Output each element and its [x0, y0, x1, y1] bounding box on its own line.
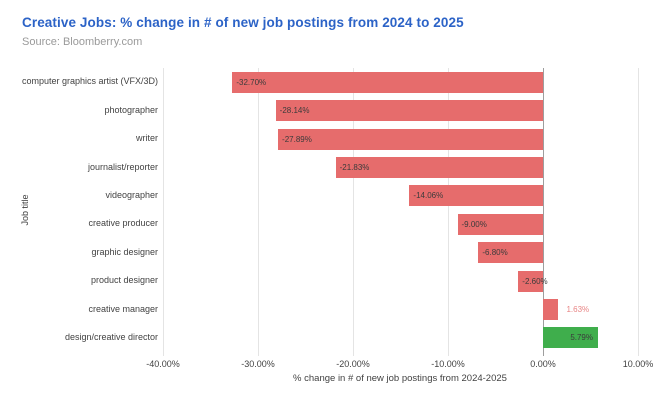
category-label: creative producer	[88, 218, 158, 229]
gridline	[352, 68, 354, 356]
bar-value-label: -21.83%	[339, 162, 370, 172]
bar	[478, 242, 543, 264]
bar	[409, 185, 543, 207]
bar-value-label: 5.79%	[570, 333, 593, 343]
bar	[232, 71, 543, 93]
category-label: photographer	[104, 104, 158, 115]
x-tick-label: -30.00%	[241, 359, 275, 369]
bar	[543, 327, 598, 349]
bar-value-label: -6.80%	[482, 248, 508, 258]
category-label: writer	[136, 133, 158, 144]
bar-value-label: -9.00%	[461, 219, 487, 229]
bar	[518, 270, 543, 292]
bar	[457, 213, 543, 235]
bar-value-label: -28.14%	[279, 106, 310, 116]
x-tick-label: -10.00%	[431, 359, 465, 369]
bar-value-label: -2.60%	[522, 276, 548, 286]
source-text: Source: Bloomberry.com	[22, 36, 143, 48]
bar	[278, 128, 543, 150]
category-label: computer graphics artist (VFX/3D)	[21, 76, 158, 87]
plot-area: -40.00% -30.00% -20.00% -10.00% 0.00% 10.00% -…	[146, 68, 653, 369]
category-axis: computer graphics artist (VFX/3D) photogr…	[14, 68, 158, 352]
x-tick-label: 0.00%	[530, 359, 556, 369]
gridline	[162, 68, 164, 356]
bar-value-label: -27.89%	[282, 134, 312, 144]
x-axis-title: % change in # of new job postings from 2…	[293, 373, 507, 384]
zero-axis-line	[542, 68, 544, 356]
bar	[335, 156, 543, 178]
x-tick-label: -20.00%	[336, 359, 370, 369]
category-label: product designer	[90, 275, 158, 286]
bar	[275, 100, 543, 122]
x-tick-label: -40.00%	[146, 359, 180, 369]
gridline	[257, 68, 259, 356]
x-tick-label: 10.00%	[622, 359, 654, 369]
category-label: graphic designer	[91, 246, 158, 257]
bar	[543, 298, 559, 320]
gridline	[637, 68, 639, 356]
category-label: design/creative director	[64, 331, 158, 342]
category-label: videographer	[105, 189, 158, 200]
bar-value-label: 1.63%	[566, 304, 590, 314]
category-label: journalist/reporter	[87, 161, 158, 172]
bar-value-label: -32.70%	[236, 77, 267, 87]
gridline	[447, 68, 449, 356]
category-label: creative manager	[88, 303, 158, 314]
page-title: Creative Jobs: % change in # of new job …	[22, 15, 464, 30]
bar-value-label: -14.06%	[413, 191, 444, 201]
